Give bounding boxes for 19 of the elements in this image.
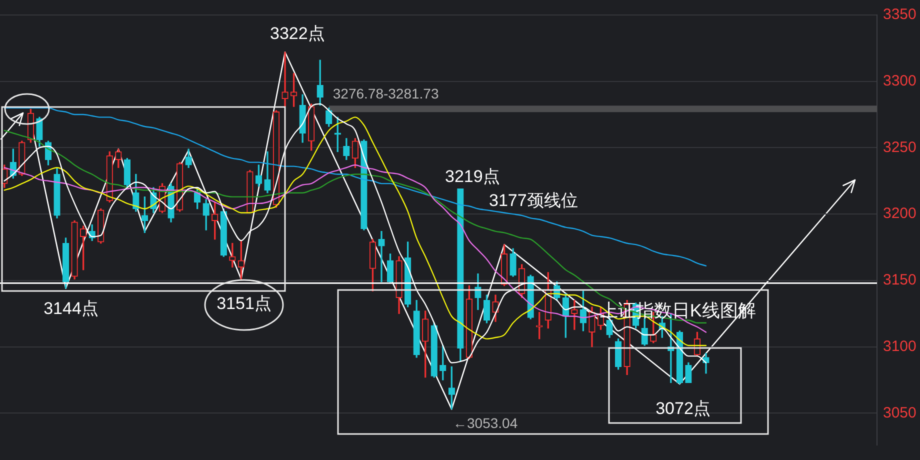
candlestick: [378, 230, 385, 282]
y-tick-label: 3150: [883, 272, 916, 289]
y-tick-label: 3250: [883, 138, 916, 156]
y-tick-label: 3300: [883, 72, 916, 90]
y-tick-label: 3350: [883, 6, 916, 24]
y-tick-label: 3050: [883, 404, 916, 422]
candlestick: [282, 52, 288, 107]
line-series: [4, 107, 707, 266]
band-label: 3276.78-3281.73: [332, 85, 439, 102]
annotation: 3072点: [656, 399, 710, 418]
annotation: 3177颈线位: [489, 191, 578, 210]
y-tick-label: 3200: [883, 205, 916, 222]
annotation: 3151点: [216, 294, 272, 314]
annotation: 3322点: [270, 24, 325, 44]
annotation: 3144点: [44, 299, 98, 318]
annotation: ←3053.04: [453, 414, 518, 431]
candlestick: [571, 300, 578, 330]
y-tick-label: 3100: [883, 338, 916, 355]
annotation: 3219点: [445, 167, 500, 186]
